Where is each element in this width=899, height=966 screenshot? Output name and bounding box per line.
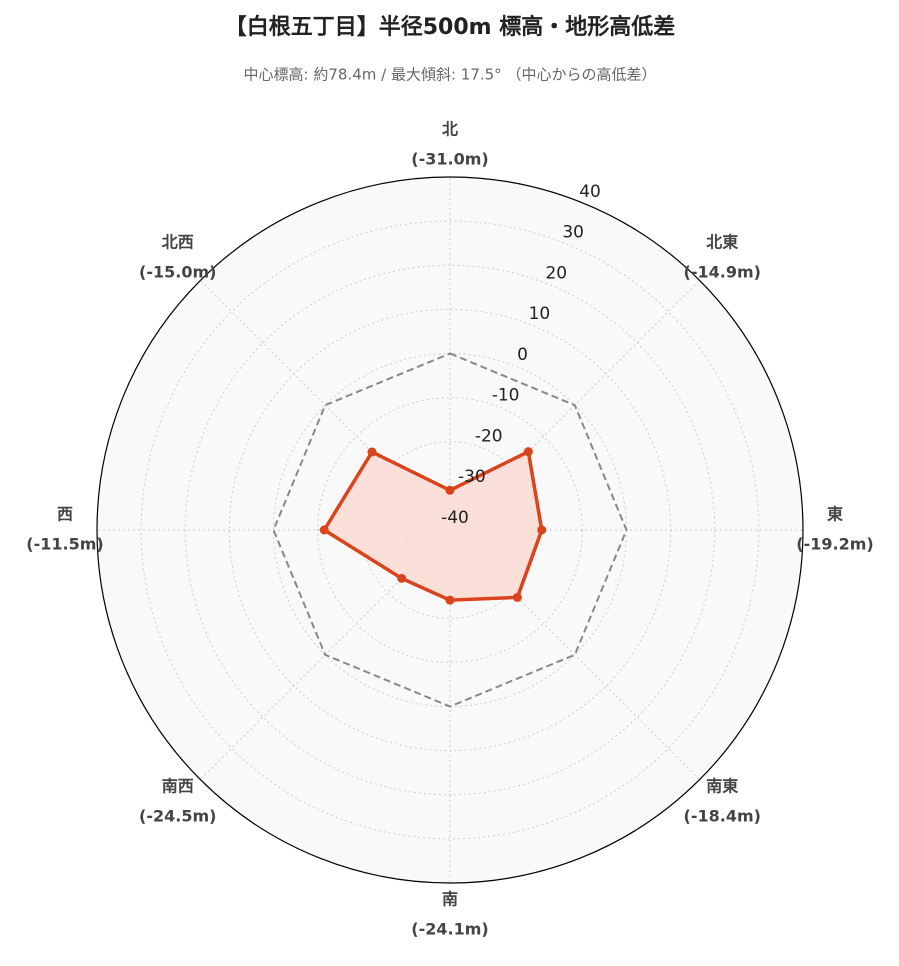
r-tick-label: 40 xyxy=(579,182,601,202)
category-label: 北 xyxy=(442,120,458,139)
chart-title: 【白根五丁目】半径500m 標高・地形高低差 xyxy=(225,14,676,40)
category-label: 南 xyxy=(442,890,458,909)
value-label: (-14.9m) xyxy=(684,262,761,281)
grid-circle xyxy=(140,220,760,840)
category-label: 東 xyxy=(827,505,843,524)
data-point xyxy=(445,595,455,605)
value-label: (-31.0m) xyxy=(411,150,488,169)
category-label: 北西 xyxy=(162,232,194,251)
category-label: 西 xyxy=(57,505,73,524)
r-tick-label: 20 xyxy=(545,263,567,283)
category-label: 北東 xyxy=(706,232,738,251)
r-tick-label: 30 xyxy=(562,223,584,243)
category-label: 南西 xyxy=(162,777,194,796)
value-label: (-19.2m) xyxy=(796,535,873,554)
angular-grid-line xyxy=(449,529,700,780)
value-label: (-24.5m) xyxy=(139,807,216,826)
r-tick-label: -10 xyxy=(492,386,520,406)
category-label: 南東 xyxy=(706,777,738,796)
data-point xyxy=(537,525,547,535)
data-point xyxy=(319,525,329,535)
value-label: (-11.5m) xyxy=(26,535,103,554)
outer-circle xyxy=(96,176,804,884)
data-point xyxy=(445,485,455,495)
data-point xyxy=(523,447,533,457)
r-tick-label: -20 xyxy=(475,426,503,446)
angular-grid-line xyxy=(200,280,451,531)
value-label: (-24.1m) xyxy=(411,920,488,939)
reference-line xyxy=(272,352,628,708)
data-point xyxy=(367,447,377,457)
value-label: (-15.0m) xyxy=(139,262,216,281)
r-tick-label: 10 xyxy=(529,304,551,324)
grid-circle xyxy=(317,397,583,663)
value-label: (-18.4m) xyxy=(684,807,761,826)
r-tick-label: 0 xyxy=(517,345,528,365)
chart-subtitle: 中心標高: 約78.4m / 最大傾斜: 17.5° （中心からの高低差） xyxy=(244,66,657,84)
grid-circle xyxy=(184,264,716,796)
data-point xyxy=(512,592,522,602)
r-tick-label: -30 xyxy=(458,467,486,487)
r-tick-label: -40 xyxy=(441,508,469,528)
data-point xyxy=(397,573,407,583)
